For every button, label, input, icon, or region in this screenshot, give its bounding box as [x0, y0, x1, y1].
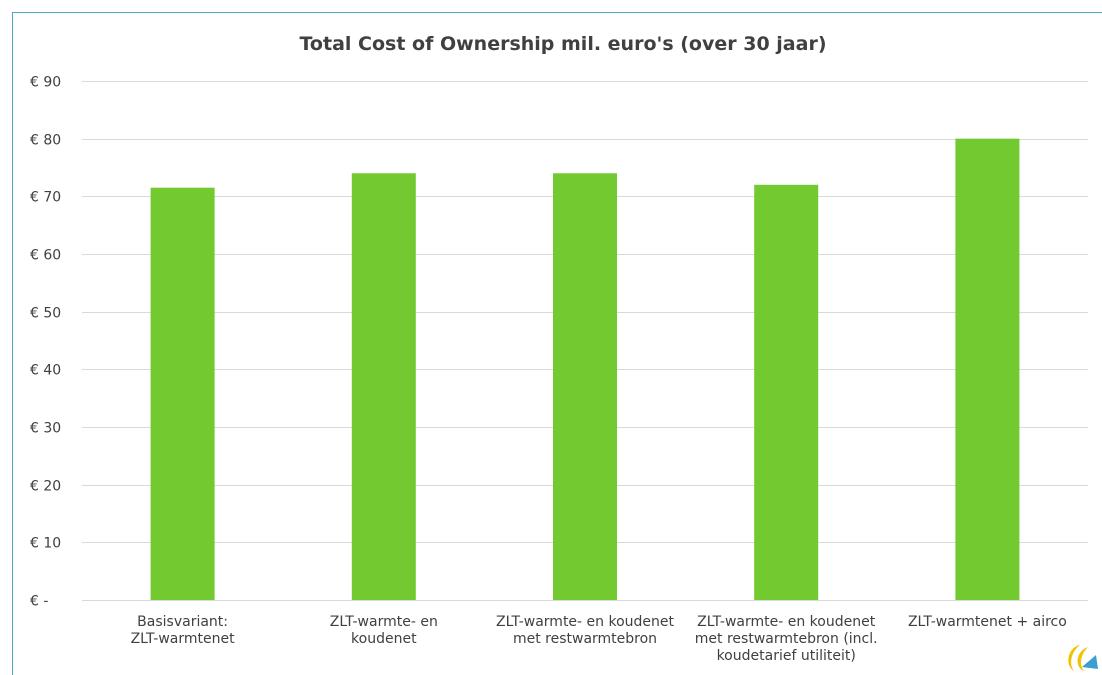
y-tick-label: € 40: [30, 363, 61, 379]
y-tick-label: € 30: [30, 421, 61, 437]
bar: [150, 187, 215, 600]
y-tick-label: € 70: [30, 190, 61, 206]
x-tick-label: ZLT-warmte- en koudenet: [330, 614, 438, 647]
frame-border-left: [12, 12, 13, 675]
y-tick-label: € 50: [30, 306, 61, 322]
bars: [150, 138, 1020, 601]
bar: [351, 173, 416, 600]
bar: [553, 173, 617, 600]
y-tick-label: € 60: [30, 248, 61, 264]
y-tick-label: € -: [30, 594, 48, 610]
y-tick-label: € 90: [30, 75, 61, 91]
x-tick-label: ZLT-warmte- en koudenet met restwarmtebro…: [496, 614, 675, 647]
y-tick-label: € 10: [30, 536, 61, 552]
x-tick-label: ZLT-warmte- en koudenet met restwarmtebro…: [695, 614, 878, 664]
x-tick-label: ZLT-warmtenet + airco: [908, 614, 1067, 630]
bar: [754, 184, 819, 601]
company-logo-icon: [1068, 645, 1098, 671]
y-axis-tick-labels: € - € 10 € 20 € 30 € 40 € 50 € 60 € 70 € 80 € 90: [30, 75, 61, 610]
chart-title: Total Cost of Ownership mil. euro's (ove…: [300, 33, 827, 55]
bar: [955, 138, 1020, 600]
x-tick-label: Basisvariant: ZLT-warmtenet: [131, 614, 236, 647]
y-tick-label: € 20: [30, 479, 61, 495]
x-axis-tick-labels: Basisvariant: ZLT-warmtenet ZLT-warmte- en…: [131, 614, 1067, 664]
frame-border-top: [12, 12, 1102, 13]
y-tick-label: € 80: [30, 133, 61, 149]
